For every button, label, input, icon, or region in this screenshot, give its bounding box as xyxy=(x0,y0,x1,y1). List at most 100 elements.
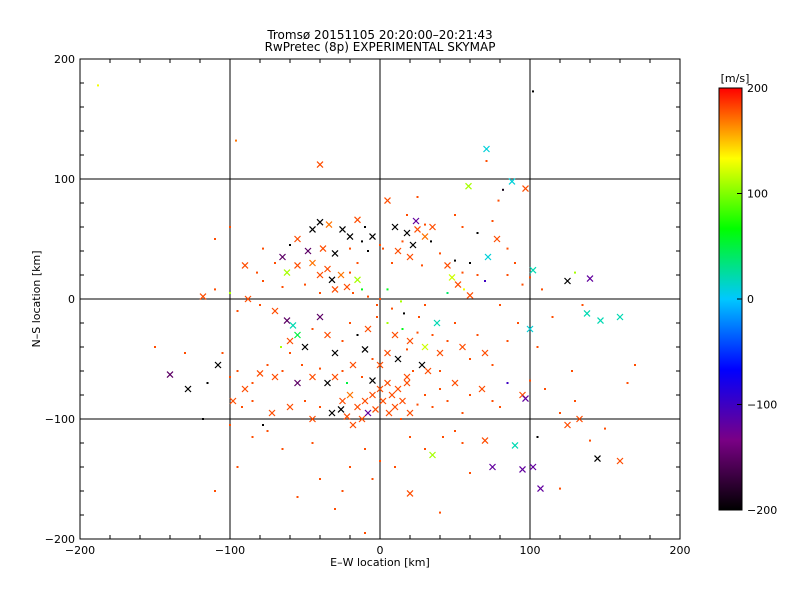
data-point-x xyxy=(309,373,316,381)
data-point-dot xyxy=(364,226,366,228)
data-point-dot xyxy=(367,295,369,298)
x-tick-label: 200 xyxy=(670,544,691,557)
data-point-dot xyxy=(551,316,554,318)
data-point-dot xyxy=(461,271,464,274)
data-point-dot xyxy=(559,487,561,490)
data-point-x xyxy=(324,379,331,387)
data-point-dot xyxy=(517,322,519,324)
data-point-dot xyxy=(214,490,216,492)
data-point-x xyxy=(316,313,324,321)
data-point-dot xyxy=(439,511,441,514)
data-point-x xyxy=(324,265,331,273)
data-point-dot xyxy=(506,247,509,250)
data-point-dot xyxy=(529,379,531,382)
data-point-dot xyxy=(154,346,156,348)
data-point-dot xyxy=(280,346,282,348)
x-tick-label: 100 xyxy=(520,544,541,557)
data-point-x xyxy=(166,371,174,379)
data-point-x xyxy=(394,355,402,363)
data-point-x xyxy=(349,421,357,429)
data-point-dot xyxy=(400,418,402,420)
data-point-x xyxy=(229,397,237,405)
data-point-dot xyxy=(349,247,351,250)
data-point-dot xyxy=(356,262,359,264)
data-point-dot xyxy=(461,412,464,414)
data-point-dot xyxy=(367,250,369,252)
data-point-dot xyxy=(571,370,573,372)
data-point-x xyxy=(529,463,537,471)
data-point-dot xyxy=(506,382,509,384)
data-point-dot xyxy=(356,334,359,336)
data-point-x xyxy=(354,276,361,284)
data-point-dot xyxy=(281,286,284,288)
data-points xyxy=(97,84,636,534)
data-point-dot xyxy=(469,394,471,396)
data-point-x xyxy=(279,253,286,261)
data-point-x xyxy=(511,441,519,449)
data-point-dot xyxy=(412,370,414,372)
data-point-x xyxy=(369,233,376,241)
data-point-dot xyxy=(454,259,456,262)
data-point-x xyxy=(343,283,351,291)
data-point-dot xyxy=(439,252,441,255)
data-point-x xyxy=(283,317,291,325)
data-point-dot xyxy=(506,340,509,342)
data-point-x xyxy=(331,249,339,257)
data-point-dot xyxy=(485,160,488,162)
data-point-dot xyxy=(262,424,264,426)
data-point-x xyxy=(391,331,399,339)
data-point-dot xyxy=(400,300,402,303)
data-point-dot xyxy=(236,370,239,372)
data-point-dot xyxy=(382,247,384,250)
data-point-dot xyxy=(589,439,591,442)
data-point-dot xyxy=(454,430,456,432)
data-point-x xyxy=(376,385,384,393)
data-point-dot xyxy=(334,508,336,510)
data-point-x xyxy=(339,397,346,405)
data-point-x xyxy=(241,261,249,269)
data-point-dot xyxy=(476,334,479,336)
data-point-dot xyxy=(574,400,576,402)
data-point-dot xyxy=(319,406,321,408)
data-point-x xyxy=(465,182,472,190)
data-point-x xyxy=(403,373,411,381)
data-point-dot xyxy=(514,262,516,264)
data-point-x xyxy=(328,276,336,284)
data-point-x xyxy=(294,235,301,243)
data-point-dot xyxy=(521,283,524,286)
data-point-dot xyxy=(229,424,231,426)
data-point-x xyxy=(376,361,384,369)
data-point-x xyxy=(346,233,354,241)
data-point-dot xyxy=(289,352,291,354)
chart-subtitle: RwPretec (8p) EXPERIMENTAL SKYMAP xyxy=(265,40,496,54)
data-point-x xyxy=(564,421,571,429)
data-point-dot xyxy=(536,436,539,438)
data-point-dot xyxy=(319,478,321,480)
data-point-x xyxy=(369,391,376,399)
data-point-dot xyxy=(364,448,366,450)
data-point-dot xyxy=(341,340,344,342)
data-point-x xyxy=(529,266,537,274)
data-point-dot xyxy=(401,240,404,243)
data-point-dot xyxy=(604,427,606,430)
data-point-dot xyxy=(379,244,381,246)
data-point-dot xyxy=(352,292,354,294)
colorbar-tick-label: 100 xyxy=(747,188,768,201)
data-point-x xyxy=(286,403,294,411)
data-point-dot xyxy=(361,376,363,378)
data-point-x xyxy=(349,361,357,369)
data-point-dot xyxy=(214,238,216,240)
data-point-dot xyxy=(289,244,291,246)
colorbar-ticks: 200 100 0 −100 −200 xyxy=(737,82,777,517)
data-point-x xyxy=(214,361,222,369)
y-tick-label: 100 xyxy=(54,173,75,186)
data-point-dot xyxy=(97,84,99,87)
data-point-x xyxy=(483,145,490,153)
data-point-dot xyxy=(266,430,269,432)
data-point-x xyxy=(493,235,501,243)
data-point-x xyxy=(481,437,489,445)
data-point-dot xyxy=(463,288,465,291)
data-point-dot xyxy=(454,322,456,324)
y-tick-label: 0 xyxy=(68,293,75,306)
